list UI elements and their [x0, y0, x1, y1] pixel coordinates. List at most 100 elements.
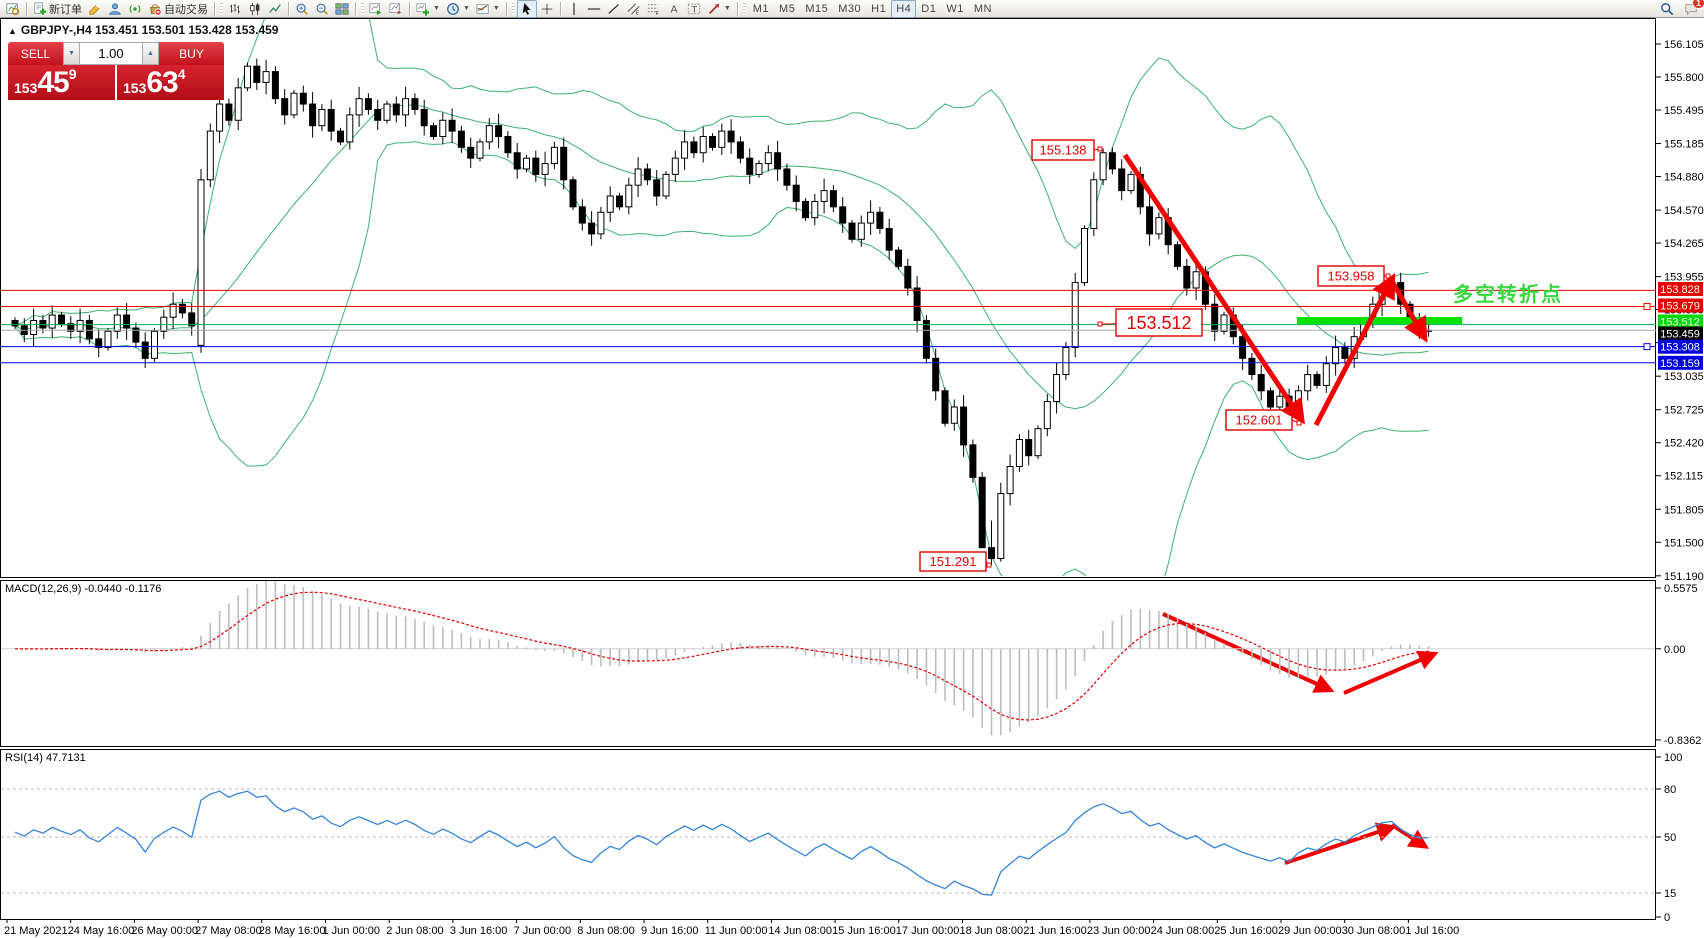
- time-axis-label: 7 Jun 00:00: [514, 925, 572, 937]
- separator: [559, 1, 561, 16]
- volume-input[interactable]: 1.00: [80, 42, 142, 65]
- annotation-label-153.958[interactable]: 153.958: [1317, 265, 1391, 287]
- price-badge-153.159: [1658, 355, 1703, 370]
- svg-text:F: F: [656, 11, 659, 16]
- trend-arrow[interactable]: [1343, 650, 1439, 695]
- zoom-in-icon: [296, 3, 308, 15]
- period-button[interactable]: ▼: [443, 0, 473, 18]
- collapse-arrow-icon[interactable]: ▲: [8, 26, 17, 36]
- chart-canvas[interactable]: 156.105 155.800 155.495 155.185 154.880 154.5…: [0, 18, 1704, 938]
- price-badge-153.679: [1658, 298, 1703, 313]
- trend-arrow[interactable]: [1390, 823, 1430, 849]
- turning-point-note[interactable]: 多空转折点: [1453, 282, 1563, 306]
- template-button[interactable]: ▼: [473, 0, 503, 18]
- time-axis-label: 18 Jun 08:00: [960, 925, 1024, 937]
- trendline-tool-button[interactable]: [604, 0, 624, 18]
- channel-tool-button[interactable]: E: [624, 0, 644, 18]
- vertical-line-icon: [573, 2, 575, 15]
- tf-w1-button[interactable]: W1: [946, 2, 964, 15]
- buy-price-prefix: 153: [123, 80, 147, 96]
- tf-m1-button[interactable]: M1: [752, 2, 770, 15]
- support-zone-rect[interactable]: [1297, 317, 1462, 324]
- time-axis-label: 25 Jun 16:00: [1214, 925, 1278, 937]
- candles[interactable]: [11, 58, 1433, 565]
- tf-m15-button[interactable]: M15: [805, 2, 829, 15]
- cursor-icon: [522, 2, 531, 15]
- sell-price-main: 45: [37, 66, 69, 99]
- main-toolbar: 新订单 自动交易 ▼ ▼: [0, 0, 1704, 18]
- chevron-down-icon: ▼: [433, 5, 440, 12]
- equidistant-channel-icon: E: [627, 2, 640, 16]
- strategy-test-button[interactable]: [366, 0, 386, 18]
- annotation-label-153.512[interactable]: 153.512: [1097, 308, 1203, 337]
- separator: [736, 1, 738, 16]
- macd-signal-line: [14, 591, 1429, 721]
- buy-button[interactable]: BUY: [159, 42, 224, 65]
- arrow-objects-icon: [708, 3, 720, 14]
- hline-handle[interactable]: [1643, 343, 1651, 351]
- trend-arrow[interactable]: [1313, 273, 1396, 427]
- add-indicator-button[interactable]: ▼: [413, 0, 443, 18]
- autotrading-icon: [150, 3, 162, 16]
- buy-price-display[interactable]: 153 63 4: [117, 65, 224, 100]
- grip: [511, 2, 515, 15]
- trend-arrow[interactable]: [1162, 612, 1335, 693]
- autotrading-button[interactable]: 自动交易: [145, 0, 211, 18]
- zoom-in-button[interactable]: [292, 0, 312, 18]
- y-axis-tick: 152.420: [1664, 438, 1704, 450]
- notification-badge: 1: [1691, 0, 1704, 9]
- one-click-trading-panel: SELL ▼ 1.00 ▲ BUY 153 45 9 153 63 4: [8, 42, 224, 100]
- text-tool-button[interactable]: A: [664, 0, 684, 18]
- hline-handle[interactable]: [1643, 302, 1651, 310]
- text-label-tool-button[interactable]: T: [684, 0, 704, 18]
- volume-decrease-button[interactable]: ▼: [63, 42, 80, 65]
- tf-m30-button[interactable]: M30: [838, 2, 862, 15]
- y-axis-tick: 153.955: [1664, 272, 1704, 284]
- highlighter-button[interactable]: [85, 0, 105, 18]
- price-badge-153.459: [1658, 326, 1703, 341]
- price-badge-153.308: [1658, 339, 1703, 354]
- tf-h4-button[interactable]: H4: [891, 0, 917, 18]
- arrows-tool-button[interactable]: ▼: [704, 0, 734, 18]
- tf-m5-button[interactable]: M5: [779, 2, 796, 15]
- rsi-scale-tick: 100: [1664, 752, 1682, 764]
- new-chart-button[interactable]: [3, 0, 23, 18]
- annotation-label-151.291[interactable]: 151.291: [919, 551, 992, 572]
- community-button[interactable]: [105, 0, 125, 18]
- new-order-button[interactable]: 新订单: [30, 0, 85, 18]
- trend-arrow[interactable]: [1284, 822, 1397, 865]
- svg-text:151.291: 151.291: [930, 554, 977, 569]
- hline-tool-button[interactable]: [584, 0, 604, 18]
- trend-arrow[interactable]: [1390, 281, 1428, 343]
- step-test-button[interactable]: [386, 0, 406, 18]
- vline-tool-button[interactable]: [564, 0, 584, 18]
- cursor-tool-button[interactable]: [516, 0, 537, 18]
- annotation-label-155.138[interactable]: 155.138: [1031, 139, 1103, 161]
- y-axis-tick: 154.880: [1664, 172, 1704, 184]
- crosshair-tool-button[interactable]: [537, 0, 557, 18]
- community-icon: [109, 2, 121, 15]
- bar-chart-mode-button[interactable]: [225, 0, 245, 18]
- time-axis-label: 11 Jun 00:00: [705, 925, 768, 937]
- search-button[interactable]: [1657, 0, 1677, 18]
- notifications-button[interactable]: 1: [1681, 0, 1704, 18]
- candle-chart-mode-button[interactable]: [245, 0, 265, 18]
- tf-h1-button[interactable]: H1: [871, 2, 887, 15]
- line-chart-mode-button[interactable]: [265, 0, 285, 18]
- time-axis-label: 8 Jun 08:00: [577, 925, 635, 937]
- fibonacci-tool-button[interactable]: F: [644, 0, 664, 18]
- zoom-out-button[interactable]: [312, 0, 332, 18]
- annotation-label-152.601[interactable]: 152.601: [1225, 409, 1302, 431]
- tf-mn-button[interactable]: MN: [973, 2, 992, 15]
- text-label-icon: T: [687, 3, 700, 15]
- trend-arrow[interactable]: [1122, 153, 1305, 425]
- tf-d1-button[interactable]: D1: [921, 2, 937, 15]
- tile-windows-button[interactable]: [332, 0, 352, 18]
- signals-button[interactable]: [125, 0, 145, 18]
- sell-price-display[interactable]: 153 45 9: [8, 65, 115, 100]
- separator: [288, 1, 289, 16]
- volume-increase-button[interactable]: ▲: [142, 42, 159, 65]
- trendline-icon: [608, 3, 619, 14]
- sell-button[interactable]: SELL: [8, 42, 63, 65]
- y-axis-tick: 156.105: [1664, 39, 1704, 51]
